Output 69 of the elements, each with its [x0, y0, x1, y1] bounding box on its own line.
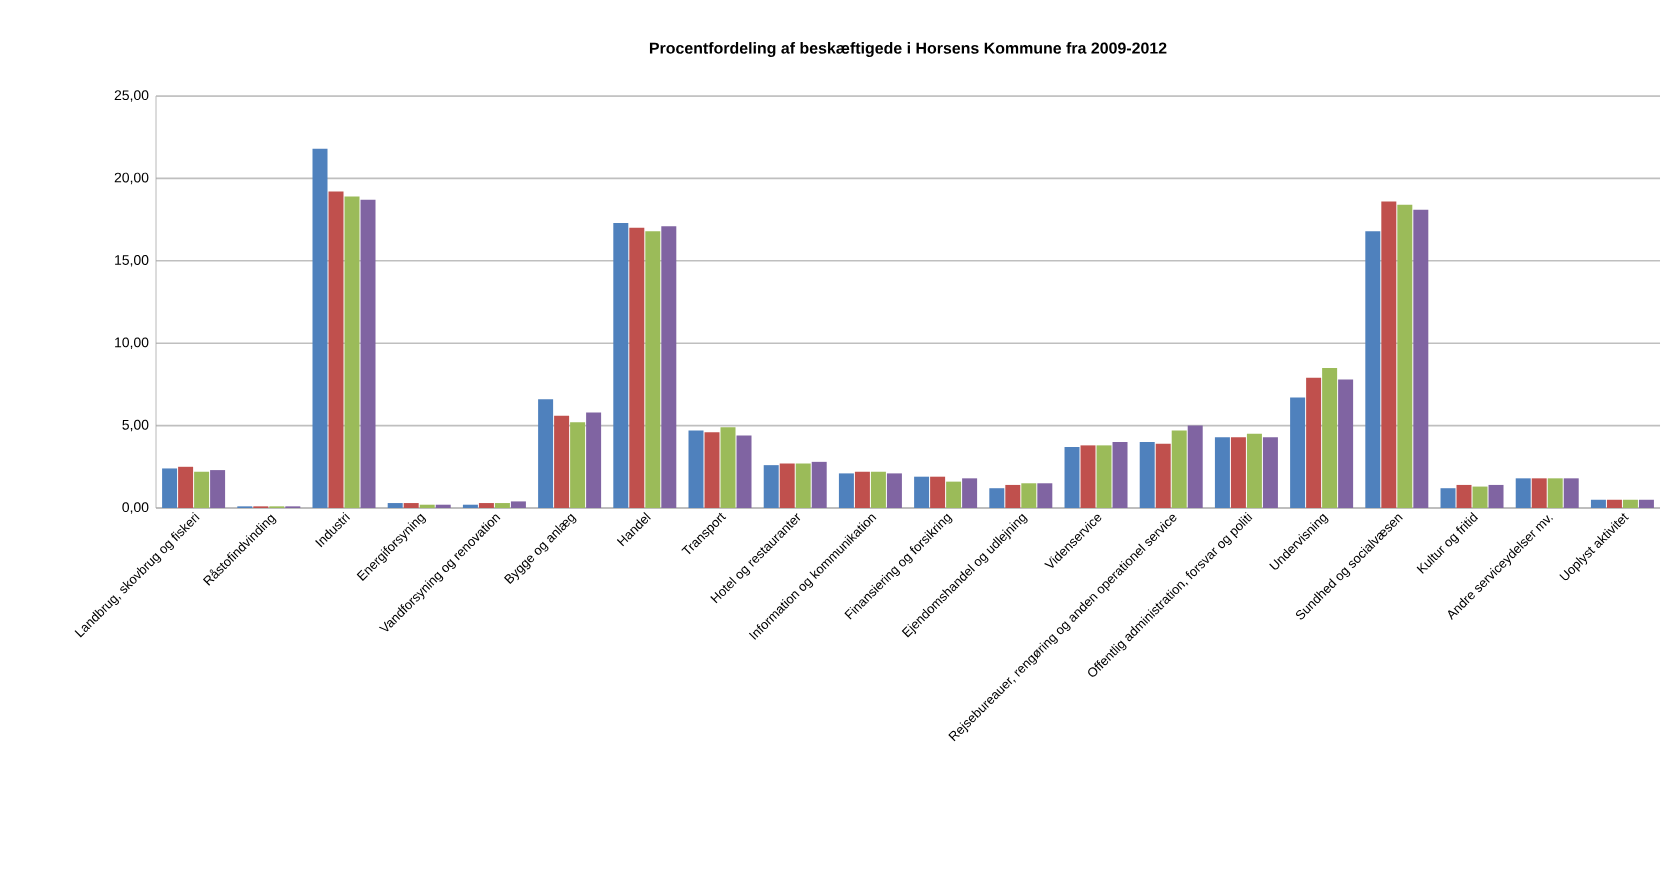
bar [210, 470, 226, 508]
bar [661, 226, 677, 508]
bar [1515, 478, 1531, 508]
bar [328, 191, 344, 508]
bar [1037, 483, 1053, 508]
bar [946, 481, 962, 508]
bar [1365, 231, 1381, 508]
bar [854, 471, 870, 508]
bar [870, 471, 886, 508]
bar [1005, 484, 1021, 508]
bar [1080, 445, 1096, 508]
bar [886, 473, 902, 508]
bar [344, 196, 360, 508]
bar [763, 465, 779, 508]
bar [510, 501, 526, 508]
bar [1064, 447, 1080, 508]
bar [360, 199, 376, 508]
bar [1021, 483, 1037, 508]
bar [1638, 499, 1654, 508]
bar [1246, 433, 1262, 508]
bar [962, 478, 978, 508]
bar [194, 471, 210, 508]
bar [1622, 499, 1638, 508]
bar [1187, 425, 1203, 508]
bar [1531, 478, 1547, 508]
bar [989, 488, 1005, 508]
bar [930, 476, 946, 508]
bar [1262, 437, 1278, 508]
bar [704, 432, 720, 508]
bar [538, 399, 554, 508]
bar [1397, 204, 1413, 508]
bar [1456, 484, 1472, 508]
bar [1547, 478, 1563, 508]
bar [586, 412, 602, 508]
bar [1096, 445, 1112, 508]
bar [1338, 379, 1354, 508]
bar [162, 468, 178, 508]
bar [312, 148, 328, 508]
bar [736, 435, 752, 508]
bar [1606, 499, 1622, 508]
bar [1488, 484, 1504, 508]
bar [1290, 397, 1306, 508]
bar [688, 430, 704, 508]
bar [1171, 430, 1187, 508]
bar [613, 222, 629, 508]
bar [1139, 442, 1155, 508]
bar [811, 461, 827, 508]
bar [1214, 437, 1230, 508]
bar [795, 463, 811, 508]
bar [914, 476, 930, 508]
bar [1563, 478, 1579, 508]
bar [720, 427, 736, 508]
bar [779, 463, 795, 508]
bar [838, 473, 854, 508]
bar [1590, 499, 1606, 508]
bar [1381, 201, 1397, 508]
bar [645, 231, 661, 508]
bar [1306, 377, 1322, 508]
bar [1322, 367, 1338, 508]
bar [1112, 442, 1128, 508]
bar [570, 422, 586, 508]
bar [1440, 488, 1456, 508]
bar [1155, 443, 1171, 508]
bar [178, 466, 194, 508]
bar [1413, 209, 1429, 508]
bar [1230, 437, 1246, 508]
bar [554, 415, 570, 508]
bar [1472, 486, 1488, 508]
bar [629, 227, 645, 508]
